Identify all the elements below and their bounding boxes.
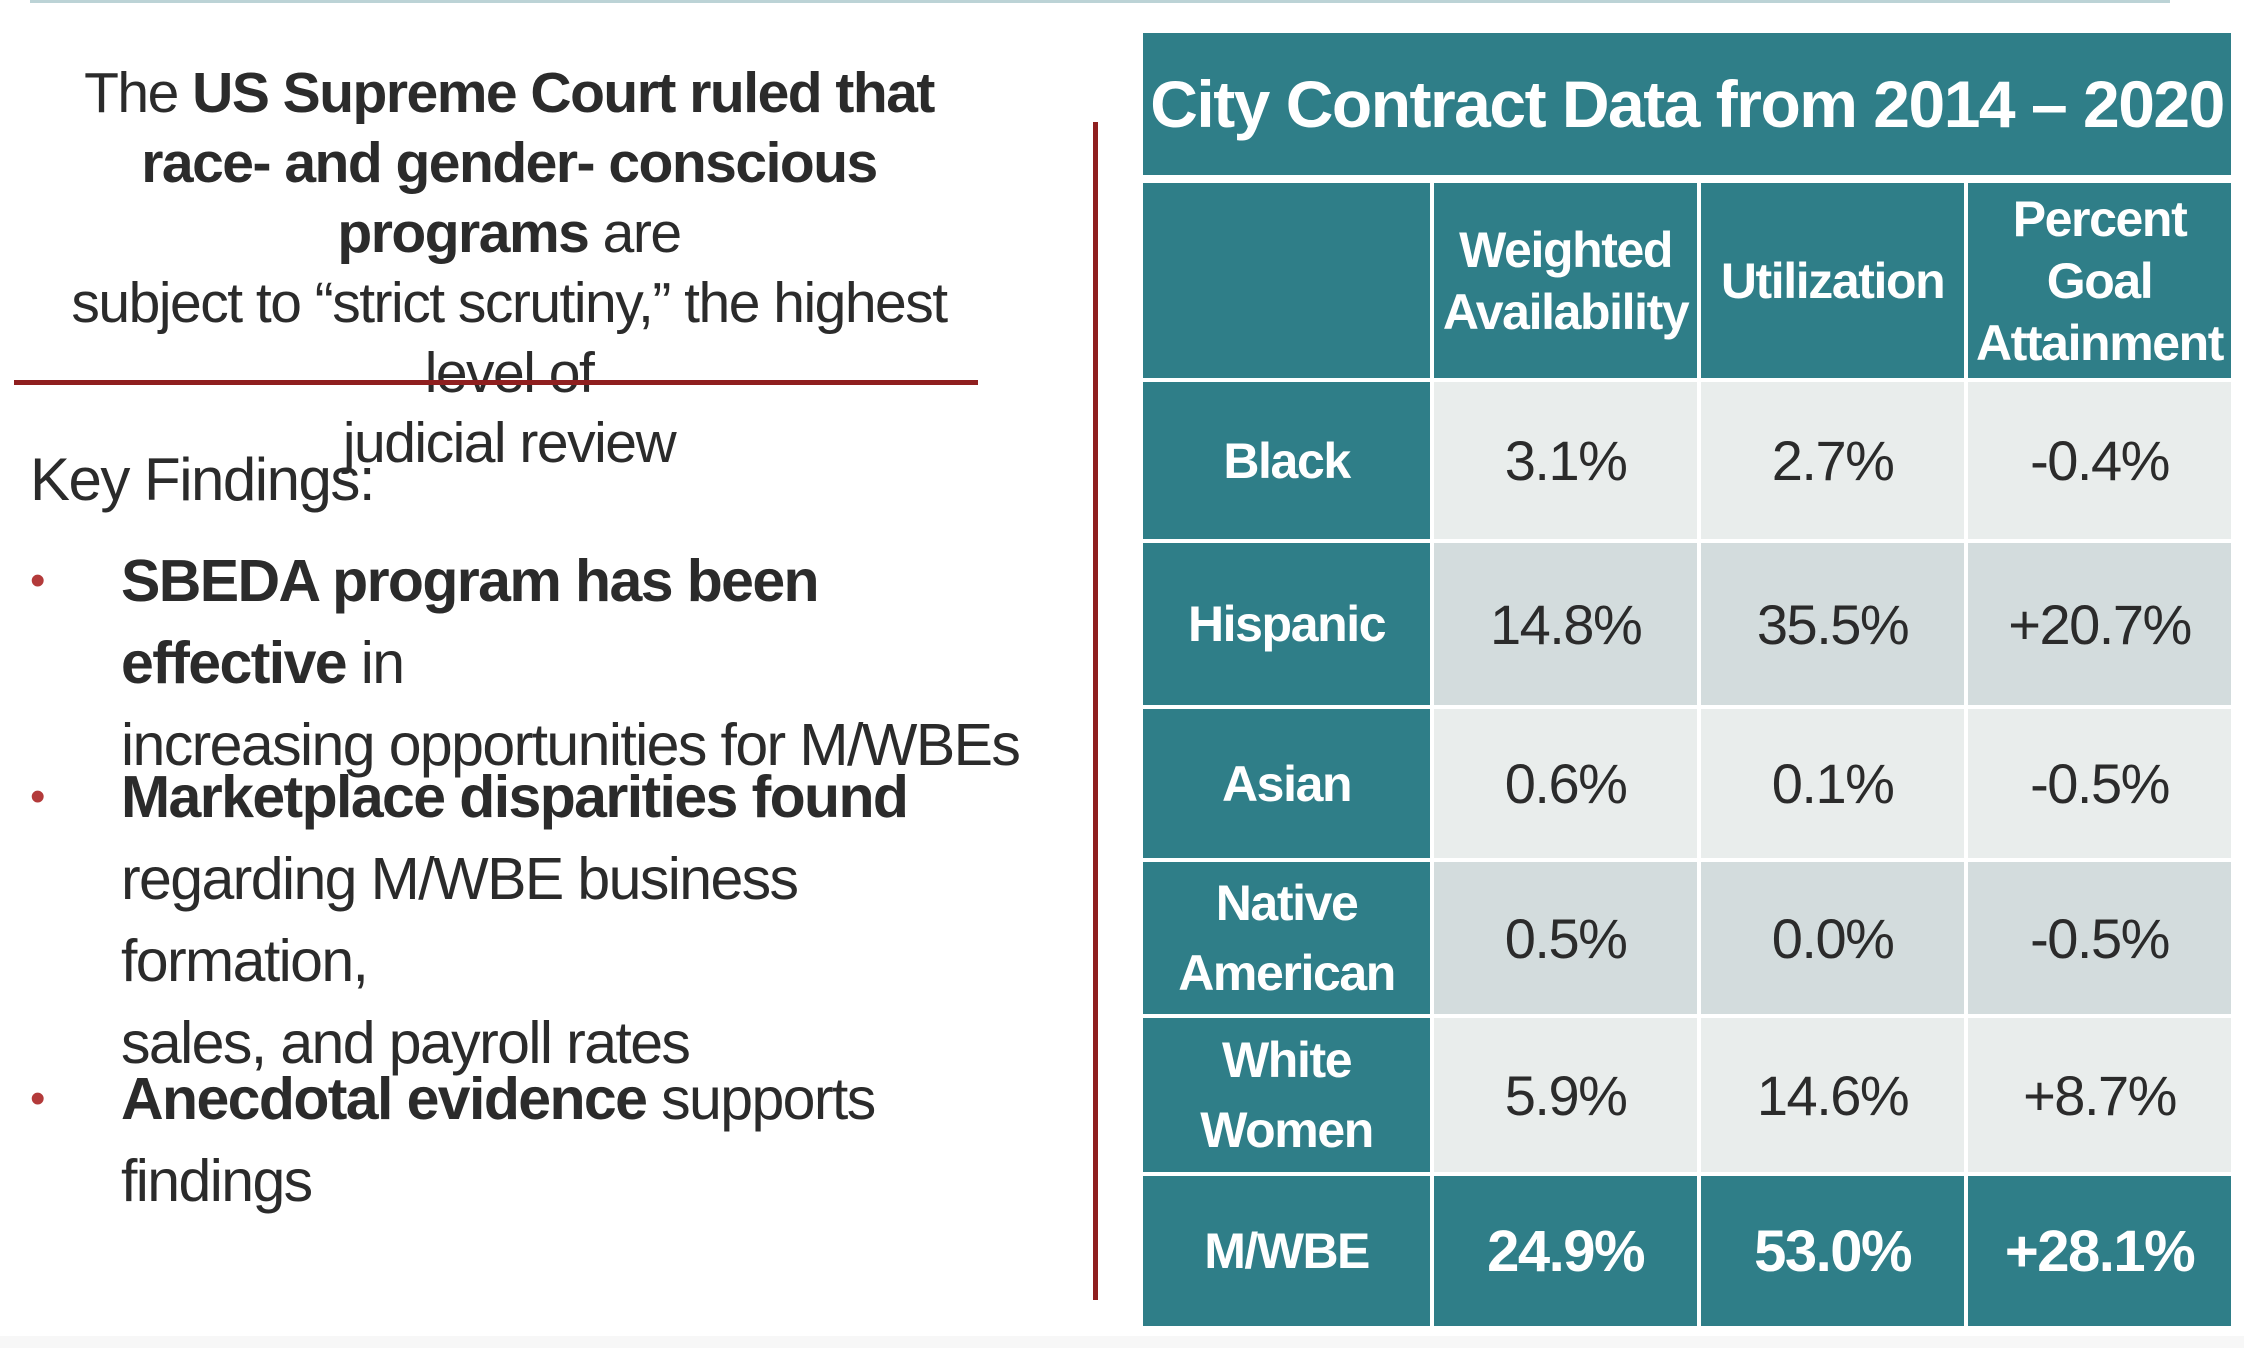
intro-prefix: The	[84, 61, 192, 125]
table-row: White Women 5.9% 14.6% +8.7%	[1143, 1018, 2231, 1172]
table-title: City Contract Data from 2014 – 2020	[1143, 33, 2231, 175]
bullet-icon: •	[30, 756, 44, 838]
header-utilization: Utilization	[1701, 183, 1964, 378]
total-label: M/WBE	[1143, 1176, 1430, 1326]
row-label: White Women	[1143, 1018, 1430, 1172]
key-findings-title: Key Findings:	[30, 440, 374, 520]
row-label: Asian	[1143, 709, 1430, 858]
cell-attainment: -0.5%	[1968, 709, 2231, 858]
table-row: Black 3.1% 2.7% -0.4%	[1143, 382, 2231, 539]
finding-bold: Anecdotal evidence	[121, 1066, 646, 1132]
cell-availability: 0.5%	[1434, 862, 1697, 1014]
cell-utilization: 14.6%	[1701, 1018, 1964, 1172]
cell-utilization: 2.7%	[1701, 382, 1964, 539]
header-row: Weighted Availability Utilization Percen…	[1143, 183, 2231, 378]
cell-availability: 3.1%	[1434, 382, 1697, 539]
cell-availability: 5.9%	[1434, 1018, 1697, 1172]
bullet-icon: •	[30, 540, 44, 622]
bullet-icon: •	[30, 1058, 44, 1140]
row-label: Hispanic	[1143, 543, 1430, 705]
header-text: Percent Goal	[1968, 188, 2231, 312]
table-row: Native American 0.5% 0.0% -0.5%	[1143, 862, 2231, 1014]
intro-statement: The US Supreme Court ruled that race- an…	[14, 58, 1004, 478]
row-label: Native American	[1143, 862, 1430, 1014]
total-row: M/WBE 24.9% 53.0% +28.1%	[1143, 1176, 2231, 1326]
cell-utilization: 35.5%	[1701, 543, 1964, 705]
finding-text: regarding M/WBE business formation,	[121, 838, 1051, 1002]
header-text: Weighted	[1434, 219, 1697, 281]
header-weighted-availability: Weighted Availability	[1434, 183, 1697, 378]
finding-bold: SBEDA program has been effective	[121, 548, 818, 696]
total-availability: 24.9%	[1434, 1176, 1697, 1326]
header-text: Availability	[1434, 281, 1697, 343]
cell-attainment: +20.7%	[1968, 543, 2231, 705]
top-rule	[30, 0, 2170, 3]
row-label: Black	[1143, 382, 1430, 539]
total-utilization: 53.0%	[1701, 1176, 1964, 1326]
row-label-text: Native	[1143, 868, 1430, 938]
intro-divider	[14, 380, 978, 385]
contract-data-table: City Contract Data from 2014 – 2020 Weig…	[1143, 33, 2231, 1330]
intro-bold-1: US Supreme Court ruled that	[192, 61, 934, 125]
bottom-edge	[0, 1336, 2244, 1348]
intro-bold-2: race- and gender- conscious programs	[141, 131, 877, 265]
cell-utilization: 0.1%	[1701, 709, 1964, 858]
intro-suffix-1: are	[588, 201, 680, 265]
header-corner	[1143, 183, 1430, 378]
row-label-text: American	[1143, 938, 1430, 1008]
finding-text: in	[346, 630, 404, 696]
cell-attainment: -0.5%	[1968, 862, 2231, 1014]
total-attainment: +28.1%	[1968, 1176, 2231, 1326]
table-row: Hispanic 14.8% 35.5% +20.7%	[1143, 543, 2231, 705]
data-grid: Weighted Availability Utilization Percen…	[1139, 179, 2235, 1330]
cell-availability: 0.6%	[1434, 709, 1697, 858]
finding-bold: Marketplace disparities found	[121, 764, 907, 830]
cell-utilization: 0.0%	[1701, 862, 1964, 1014]
cell-availability: 14.8%	[1434, 543, 1697, 705]
header-percent-goal-attainment: Percent Goal Attainment	[1968, 183, 2231, 378]
intro-suffix-2: subject to “strict scrutiny,” the highes…	[14, 268, 1004, 408]
header-text: Attainment	[1968, 312, 2231, 374]
table-row: Asian 0.6% 0.1% -0.5%	[1143, 709, 2231, 858]
vertical-divider	[1093, 122, 1098, 1300]
cell-attainment: +8.7%	[1968, 1018, 2231, 1172]
cell-attainment: -0.4%	[1968, 382, 2231, 539]
